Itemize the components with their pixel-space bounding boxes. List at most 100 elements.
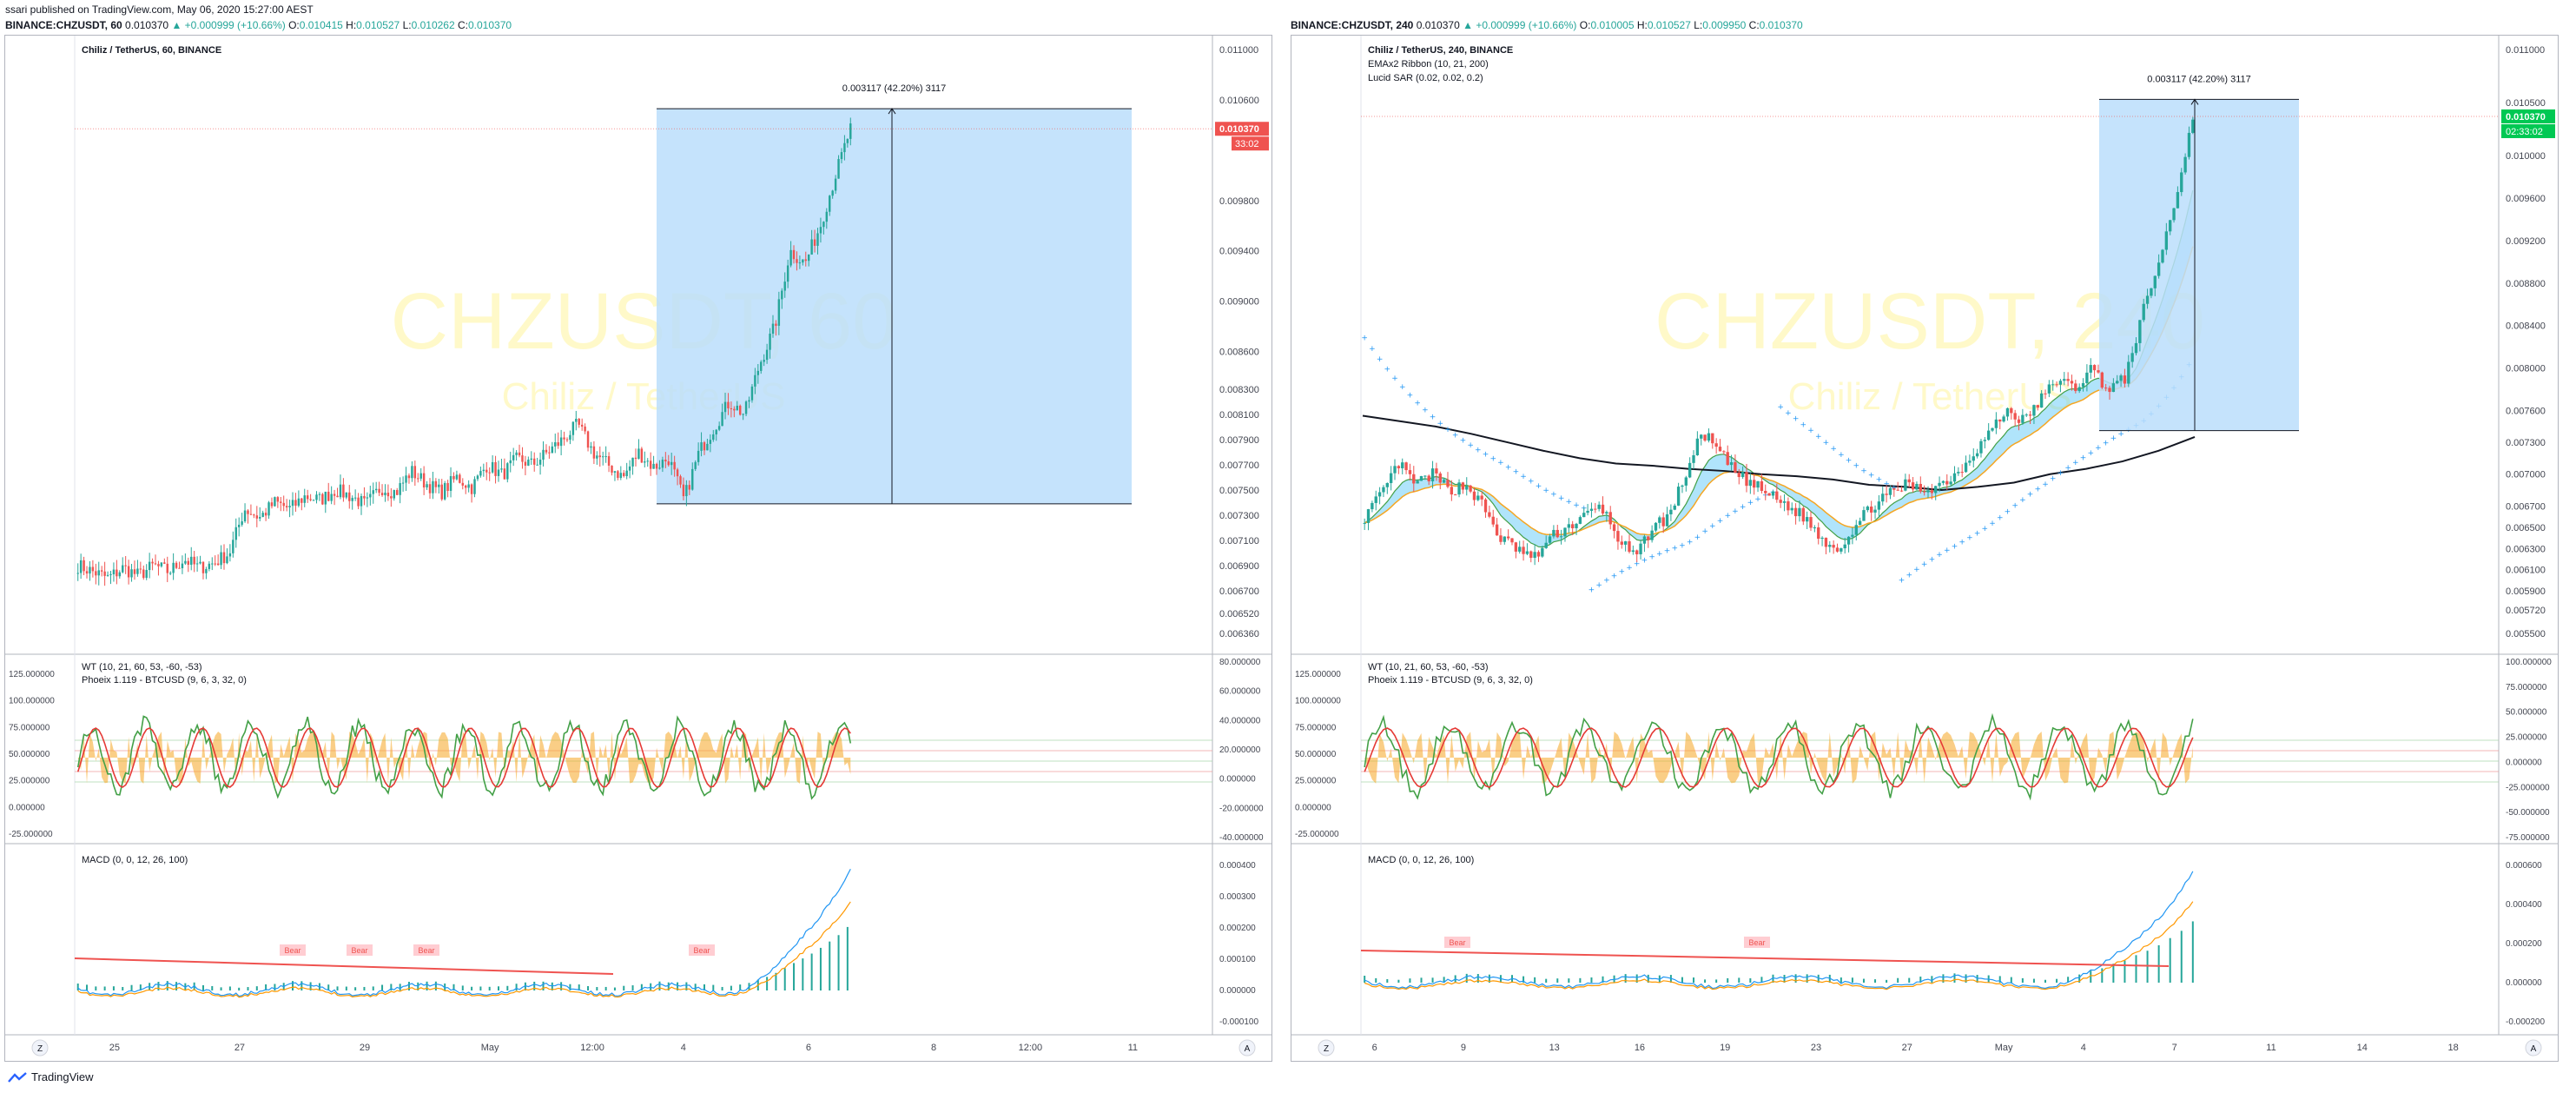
right-macd-hist-bar [2090, 970, 2092, 983]
left-candle-body [837, 159, 840, 179]
left-candle-body [399, 483, 401, 495]
sar-dot: + [1391, 374, 1398, 383]
right-candle-body [1601, 504, 1605, 514]
right-candle-body [1435, 468, 1438, 474]
left-candle-body [178, 567, 181, 569]
ema-slow-line [1364, 246, 2194, 536]
right-price-tick: 0.010500 [2506, 98, 2546, 109]
right-candle-body [1461, 482, 1465, 490]
left-candle-body [557, 442, 559, 447]
right-chart-panel[interactable]: 0.011000 0.010500 0.010000 0.009600 0.009200… [1291, 35, 2559, 1062]
left-macd-hist-bar [739, 984, 742, 990]
right-candle-body [1586, 510, 1589, 513]
left-candle-body [309, 499, 312, 500]
left-z-button[interactable] [31, 1039, 49, 1057]
sar-dot: + [1384, 365, 1391, 374]
left-price-tick: 0.007900 [1219, 435, 1259, 446]
right-a-button[interactable] [2525, 1039, 2542, 1057]
right-candle-body [1589, 508, 1594, 511]
sar-dot: + [1536, 482, 1542, 491]
right-candle-body [2130, 353, 2134, 362]
right-candle-body [1416, 480, 1419, 484]
right-macd-hist-bar [1693, 977, 1695, 983]
right-bear-label: Bear [1748, 938, 1765, 947]
left-candle-body [819, 227, 822, 234]
sar-dot: + [2072, 459, 2079, 467]
left-macd-hist-bar [301, 981, 303, 990]
right-z-button[interactable] [1318, 1039, 1335, 1057]
left-candle-body [667, 461, 670, 466]
right-candle-body [1544, 542, 1548, 548]
left-candle-body [559, 437, 563, 447]
left-candle-body [393, 490, 396, 499]
left-macd-hist-bar [766, 977, 769, 990]
right-macd-hist-bar [2191, 921, 2194, 983]
left-macd-hist-bar [363, 986, 366, 990]
sar-dot: + [2035, 486, 2042, 494]
left-time-tick: 29 [360, 1043, 370, 1053]
sar-dot: + [1823, 439, 1830, 447]
left-candle-body [130, 569, 133, 578]
right-macd-hist-bar [1556, 978, 1559, 983]
right-wt-left-tick: 50.000000 [1295, 750, 1337, 759]
sar-dot: + [1542, 487, 1549, 495]
left-candle-body [744, 401, 748, 414]
left-wt-left-tick: 100.000000 [9, 697, 55, 706]
right-candle-body [1782, 501, 1787, 503]
left-macd-hist-bar [783, 968, 786, 990]
left-candle-body [89, 566, 91, 574]
right-candle-body [1899, 490, 1904, 492]
right-candle-body [1552, 529, 1556, 537]
right-candle-body [1828, 545, 1832, 547]
left-macd-hist-bar [604, 986, 607, 990]
left-candle-body [607, 456, 611, 466]
sar-dot: + [1679, 542, 1686, 551]
right-candle-body [2161, 249, 2164, 263]
right-candle-body [1491, 516, 1495, 525]
right-price-tick: 0.008800 [2506, 279, 2546, 289]
left-macd-hist-bar [309, 982, 312, 990]
right-macd-hist-bar [1443, 977, 1445, 983]
left-candle-body [565, 439, 569, 441]
left-candle-body [345, 492, 348, 498]
sar-dot: + [1876, 476, 1883, 485]
right-candle-body [1563, 527, 1567, 537]
left-candle-body [413, 466, 417, 479]
left-candle-body [411, 466, 413, 479]
sar-dot: + [1422, 407, 1429, 415]
right-candle-body [2074, 383, 2077, 392]
right-macd-hist-bar [1806, 974, 1808, 983]
left-candle-body [598, 455, 601, 458]
sar-dot: + [1483, 451, 1489, 460]
right-candle-body [1911, 482, 1915, 490]
left-candle-body [440, 484, 443, 500]
left-candle-body [715, 429, 717, 434]
right-candle-body [1793, 507, 1798, 517]
right-candle-body [1707, 433, 1711, 441]
left-macd-hist-bar [220, 987, 222, 990]
left-a-button[interactable] [1238, 1039, 1256, 1057]
right-macd-tick: 0.000200 [2506, 939, 2542, 949]
left-candle-body [825, 211, 829, 222]
left-candle-body [611, 465, 613, 473]
left-candle-body [721, 412, 723, 427]
left-wt-left-tick: 50.000000 [9, 750, 50, 759]
left-candle-body [685, 485, 688, 497]
right-candle-body [1635, 550, 1639, 554]
right-macd-hist-bar [1715, 979, 1718, 983]
right-candle-body [1665, 513, 1669, 527]
left-candle-body [461, 482, 464, 486]
right-macd-hist-bar [1465, 973, 1468, 983]
left-candle-body [97, 570, 100, 576]
left-time-tick: 12:00 [1019, 1043, 1043, 1053]
sar-dot: + [1619, 567, 1626, 576]
left-chart-panel[interactable]: 0.011000 0.010600 0.009800 0.009400 0.009000… [4, 35, 1272, 1062]
right-macd-hist-bar [1522, 976, 1525, 983]
left-candle-body [792, 249, 796, 260]
right-candle-body [1457, 482, 1461, 495]
right-candle-body [1896, 489, 1899, 491]
sar-dot: + [1709, 522, 1716, 531]
left-wt-right-tick: 20.000000 [1219, 745, 1261, 755]
left-candle-body [467, 484, 470, 488]
left-candle-body [763, 360, 765, 362]
